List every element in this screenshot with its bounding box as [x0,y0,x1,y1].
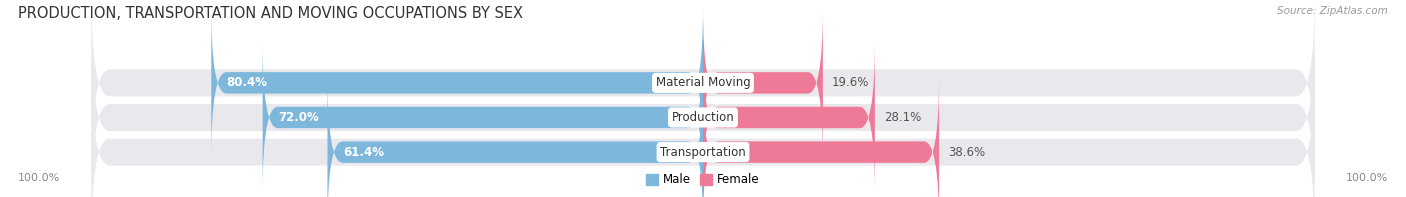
Text: Production: Production [672,111,734,124]
FancyBboxPatch shape [703,42,875,193]
FancyBboxPatch shape [703,76,939,197]
Legend: Male, Female: Male, Female [641,169,765,191]
Text: 19.6%: 19.6% [832,76,869,89]
FancyBboxPatch shape [91,0,1315,173]
Text: Source: ZipAtlas.com: Source: ZipAtlas.com [1277,6,1388,16]
Text: Transportation: Transportation [661,146,745,159]
FancyBboxPatch shape [91,27,1315,197]
Text: 61.4%: 61.4% [343,146,384,159]
Text: 28.1%: 28.1% [884,111,921,124]
Text: 80.4%: 80.4% [226,76,267,89]
FancyBboxPatch shape [211,7,703,159]
Text: 100.0%: 100.0% [1346,173,1388,183]
FancyBboxPatch shape [91,62,1315,197]
FancyBboxPatch shape [703,7,823,159]
FancyBboxPatch shape [263,42,703,193]
Text: 100.0%: 100.0% [18,173,60,183]
Text: Material Moving: Material Moving [655,76,751,89]
Text: 72.0%: 72.0% [278,111,319,124]
Text: PRODUCTION, TRANSPORTATION AND MOVING OCCUPATIONS BY SEX: PRODUCTION, TRANSPORTATION AND MOVING OC… [18,6,523,21]
FancyBboxPatch shape [328,76,703,197]
Text: 38.6%: 38.6% [948,146,986,159]
